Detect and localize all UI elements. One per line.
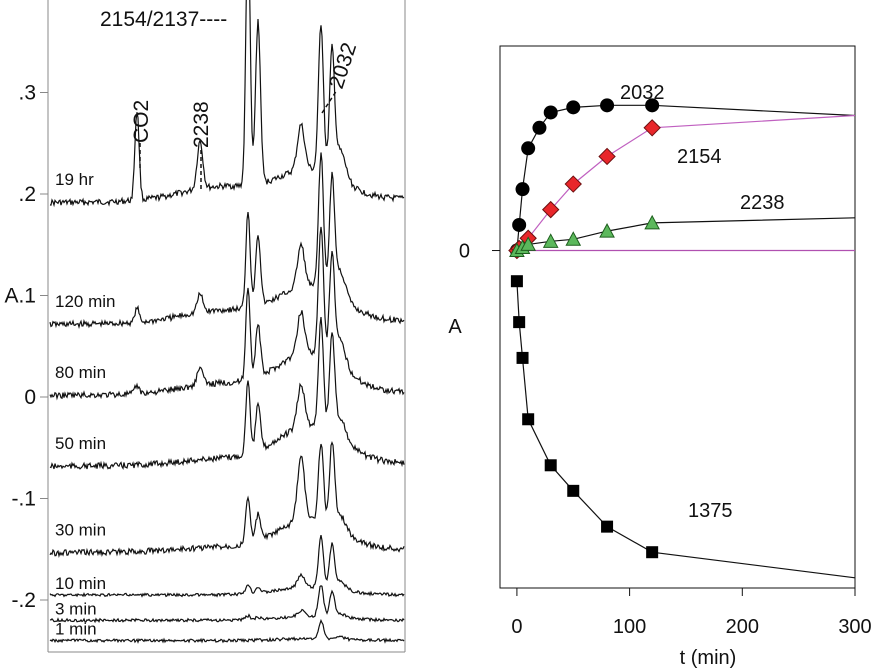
right-x-tick-label: 300 [838,616,871,638]
left-spectra [49,0,405,644]
left-y-tick-label: .2 [18,183,36,206]
data-point-2238 [542,233,559,248]
left-y-tick-label: -.2 [11,589,36,612]
trace-label: 30 min [55,520,106,539]
trace-label: 3 min [55,599,97,618]
data-point-2154 [643,119,661,137]
data-point-2238 [644,214,660,230]
data-point-2032 [532,120,547,135]
series-line-2032 [516,104,856,251]
left-panel: .3 .2 A.1 0 -.1 -.2 19 hr 120 min 80 min 50 min 3… [4,0,406,653]
right-x-ticks: 0 100 200 300 [511,588,872,638]
data-point-2032 [515,182,530,197]
data-point-2154 [542,200,560,219]
left-y-tick-label: .3 [18,82,36,105]
right-x-tick-label: 0 [511,616,522,638]
right-x-tick-label: 100 [613,616,646,638]
left-y-tick-label: 0 [24,386,36,409]
series-line-1375 [516,281,856,579]
right-x-axis-label: t (min) [680,647,737,669]
annotation-2032-leader [321,89,338,114]
data-point-1375 [544,459,557,472]
series-label-2238: 2238 [740,192,785,214]
spectrum-trace-50-min [49,317,405,470]
annotation-2032: 2032 [325,40,361,92]
spectrum-trace-120-min [49,152,405,330]
data-point-2032 [600,98,615,113]
left-y-ticks: .3 .2 A.1 0 -.1 -.2 [4,82,48,612]
data-point-1375 [601,520,614,533]
annotation-2154-2137: 2154/2137---- [100,8,227,31]
data-point-1375 [646,546,659,559]
series-label-1375: 1375 [688,500,733,522]
data-point-1375 [513,316,526,329]
data-point-1375 [522,413,535,426]
spectrum-trace-80-min [49,226,405,401]
annotation-2238: 2238 [190,101,213,148]
right-y-tick-label: 0 [459,241,470,263]
right-plot-frame [499,45,856,589]
data-point-2032 [512,217,527,232]
spectrum-trace-3-min [49,585,405,624]
data-point-1375 [567,484,580,497]
trace-label: 50 min [55,434,106,453]
trace-label: 10 min [55,574,106,593]
right-x-tick-label: 200 [726,616,759,638]
spectrum-trace-10-min [49,534,405,598]
annotation-co2: CO2 [130,100,153,143]
data-point-2032 [645,98,660,113]
right-series: 2032 2154 2238 1375 [508,82,856,579]
left-y-tick-label: A.1 [4,285,36,308]
spectrum-trace-30-min [49,441,405,559]
series-label-2032: 2032 [620,82,665,104]
spectrum-trace-19-hr [49,0,405,208]
series-label-2154: 2154 [677,146,722,168]
right-panel: 0 100 200 300 0 2032 2154 2238 1375 t (min) A [448,45,872,669]
right-y-ticks: 0 [459,241,500,263]
spectrum-trace-1-min [49,618,405,644]
data-point-1375 [510,275,523,288]
trace-label: 19 hr [55,170,94,189]
data-point-2238 [599,223,615,238]
trace-label: 80 min [55,363,106,382]
trace-label: 1 min [55,620,97,639]
data-point-1375 [516,351,529,364]
data-point-2154 [564,175,582,193]
left-y-tick-label: -.1 [11,488,36,511]
left-trace-labels: 19 hr 120 min 80 min 50 min 30 min 10 min 3 mi… [55,170,115,639]
data-point-2032 [566,100,581,115]
data-point-2238 [565,231,582,246]
trace-label: 120 min [55,292,115,311]
data-point-2238 [520,236,537,251]
data-point-2032 [521,141,536,156]
right-y-axis-label: A [448,316,462,338]
data-point-2154 [598,147,616,166]
data-point-2032 [543,105,558,120]
